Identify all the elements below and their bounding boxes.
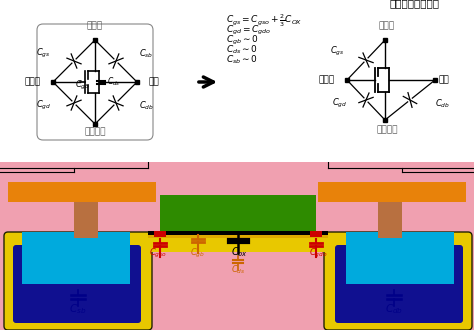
Bar — [0, 0, 474, 162]
FancyBboxPatch shape — [13, 245, 141, 323]
Text: ドレイン: ドレイン — [84, 127, 106, 136]
Bar — [74, 200, 98, 238]
Bar — [378, 200, 402, 238]
Bar — [22, 232, 130, 284]
Text: $C_{gb}$: $C_{gb}$ — [191, 247, 206, 259]
Bar — [148, 238, 328, 252]
Bar — [310, 231, 322, 237]
Text: $C_{sb}\sim 0$: $C_{sb}\sim 0$ — [226, 54, 258, 67]
FancyBboxPatch shape — [335, 245, 463, 323]
FancyBboxPatch shape — [4, 232, 152, 330]
Text: $C_{sb}$: $C_{sb}$ — [69, 302, 87, 316]
Text: $C_{gdo}$: $C_{gdo}$ — [309, 247, 328, 259]
Text: $C_{db}$: $C_{db}$ — [139, 99, 154, 112]
Text: $C_{sb}$: $C_{sb}$ — [139, 47, 154, 59]
Text: $C_{ox}$: $C_{ox}$ — [231, 245, 248, 259]
Bar — [160, 195, 316, 231]
Text: $C_{gs}=C_{gso}+\frac{2}{3}C_{OX}$: $C_{gs}=C_{gso}+\frac{2}{3}C_{OX}$ — [226, 12, 302, 29]
Text: 基板: 基板 — [149, 78, 160, 86]
Text: $C_{gs}$: $C_{gs}$ — [330, 46, 345, 58]
Bar — [8, 182, 156, 202]
Text: ソース: ソース — [379, 21, 395, 30]
Text: $C_{gso}$: $C_{gso}$ — [149, 247, 167, 259]
Text: $C_{gb}$: $C_{gb}$ — [75, 80, 91, 92]
Text: $C_{db}$: $C_{db}$ — [385, 302, 403, 316]
Text: $C_{gb}\sim 0$: $C_{gb}\sim 0$ — [226, 34, 259, 47]
Text: $C_{gd}$: $C_{gd}$ — [36, 99, 51, 113]
Text: $C_{gd}=C_{gdo}$: $C_{gd}=C_{gdo}$ — [226, 24, 272, 37]
Text: 実質的な寄生容量: 実質的な寄生容量 — [390, 0, 440, 8]
Text: $C_{gd}$: $C_{gd}$ — [332, 97, 347, 111]
Text: ソース: ソース — [87, 21, 103, 30]
Bar — [346, 232, 454, 284]
Bar — [0, 162, 474, 330]
Text: $C_{ds}\sim 0$: $C_{ds}\sim 0$ — [226, 44, 258, 56]
Text: 基板: 基板 — [439, 76, 450, 84]
Bar — [148, 234, 328, 238]
Bar — [154, 231, 166, 237]
Text: $C_{gs}$: $C_{gs}$ — [36, 48, 51, 60]
Text: ゲート: ゲート — [319, 76, 335, 84]
Text: ドレイン: ドレイン — [376, 125, 398, 134]
FancyBboxPatch shape — [324, 232, 472, 330]
Text: $C_{ds}$: $C_{ds}$ — [107, 76, 120, 88]
Text: $C_{ds}$: $C_{ds}$ — [231, 264, 245, 277]
Bar — [318, 182, 466, 202]
Text: $C_{db}$: $C_{db}$ — [435, 97, 450, 110]
Text: ゲート: ゲート — [25, 78, 41, 86]
Bar — [148, 231, 328, 235]
